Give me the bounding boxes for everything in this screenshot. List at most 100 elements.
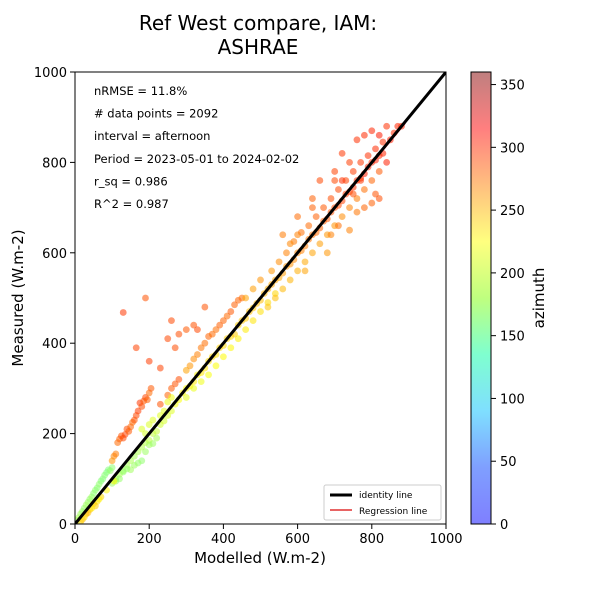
chart-title-line2: ASHRAE	[218, 35, 299, 59]
colorbar-tick-label-1: 50	[500, 455, 517, 470]
scatter-point-146	[249, 317, 257, 324]
scatter-point-183	[275, 258, 283, 266]
colorbar-ticks: 0 50 100 150 200 250 300 350	[491, 79, 525, 533]
scatter-point-232	[360, 204, 368, 212]
scatter-point-49	[147, 385, 155, 392]
scatter-point-187	[305, 222, 313, 230]
scatter-point-240	[294, 231, 301, 239]
scatter-point-125	[145, 357, 153, 365]
y-tick-label-1: 200	[42, 428, 67, 443]
scatter-point-237	[249, 285, 257, 293]
scatter-point-132	[119, 309, 127, 316]
legend-identity-label: identity line	[359, 491, 413, 501]
colorbar-tick-label-0: 0	[500, 518, 508, 533]
scatter-point-217	[316, 177, 324, 184]
scatter-point-233	[368, 199, 376, 207]
scatter-point-112	[216, 321, 224, 329]
identity-line	[75, 72, 446, 524]
scatter-point-197	[379, 138, 387, 146]
scatter-point-111	[212, 326, 220, 334]
scatter-point-135	[156, 364, 164, 372]
scatter-point-72	[149, 440, 157, 447]
scatter-point-257	[164, 398, 172, 406]
scatter-point-236	[257, 276, 264, 284]
scatter-point-113	[220, 317, 227, 324]
scatter-point-190	[327, 195, 335, 202]
scatter-point-106	[194, 351, 201, 358]
legend-box	[323, 484, 442, 521]
y-tick-label-3: 600	[42, 247, 67, 262]
scatter-point-108	[201, 339, 209, 347]
scatter-point-122	[175, 375, 183, 383]
scatter-point-194	[357, 159, 365, 166]
scatter-point-131	[201, 303, 209, 311]
scatter-point-213	[375, 168, 383, 175]
scatter-point-70	[142, 448, 149, 456]
plot-area-frame	[74, 71, 447, 525]
scatter-point-136	[171, 344, 179, 352]
scatter-point-182	[268, 267, 276, 275]
scatter-point-239	[286, 240, 294, 248]
scatter-point-104	[186, 362, 194, 370]
x-axis-ticks: 0 200 400 600 800 1000	[71, 524, 463, 547]
scatter-point-128	[182, 326, 190, 334]
scatter-point-251	[375, 131, 383, 139]
chart-title-line1: Ref West compare, IAM:	[139, 11, 377, 35]
legend: identity line Regression line	[323, 484, 442, 521]
scatter-point-137	[182, 394, 190, 401]
x-tick-label-1: 200	[137, 532, 162, 547]
y-axis-label: Measured (W.m-2)	[9, 229, 27, 366]
scatter-point-191	[335, 186, 342, 193]
scatter-point-258	[168, 394, 175, 401]
scatter-point-218	[331, 168, 339, 175]
scatter-point-44	[138, 403, 146, 410]
scatter-point-219	[338, 149, 346, 157]
scatter-point-121	[171, 380, 179, 388]
scatter-point-253	[149, 416, 157, 424]
scatter-point-241	[309, 204, 316, 212]
annotation-5: R^2 = 0.987	[94, 197, 169, 211]
scatter-point-147	[257, 308, 264, 315]
fit-lines	[75, 72, 446, 524]
annotation-4: r_sq = 0.986	[94, 174, 168, 188]
scatter-point-73	[153, 434, 161, 442]
scatter-point-189	[320, 204, 327, 212]
scatter-point-202	[294, 267, 301, 275]
x-tick-label-5: 1000	[429, 532, 462, 547]
scatter-point-140	[205, 371, 212, 379]
y-axis-ticks: 0 200 400 600 800 1000	[34, 66, 75, 533]
scatter-point-110	[208, 330, 216, 338]
scatter-point-246	[335, 222, 342, 230]
colorbar-tick-label-3: 150	[500, 330, 525, 345]
scatter-point-208	[338, 213, 346, 221]
x-tick-label-3: 600	[285, 532, 310, 547]
scatter-point-243	[346, 159, 353, 166]
scatter-point-242	[331, 177, 339, 184]
scatter-point-42	[134, 407, 142, 415]
y-tick-label-0: 0	[59, 518, 67, 533]
scatter-point-76	[123, 465, 131, 473]
stats-annotations: nRMSE = 11.8% # data points = 2092 interva…	[94, 84, 299, 211]
annotation-3: Period = 2023-05-01 to 2024-02-02	[94, 152, 299, 166]
scatter-point-145	[242, 326, 250, 334]
scatter-point-212	[368, 177, 376, 184]
scatter-point-244	[338, 177, 346, 184]
scatter-point-127	[175, 330, 183, 338]
scatter-point-222	[368, 127, 376, 135]
x-tick-label-4: 800	[359, 532, 384, 547]
x-tick-label-2: 400	[211, 532, 236, 547]
colorbar-tick-label-6: 300	[500, 141, 525, 156]
scatter-point-124	[168, 317, 175, 324]
scatter-point-209	[346, 204, 353, 212]
scatter-point-134	[142, 294, 149, 302]
scatter-point-214	[279, 231, 287, 239]
scatter-point-103	[182, 366, 190, 374]
scatter-point-141	[212, 362, 220, 370]
y-tick-label-4: 800	[42, 156, 67, 171]
scatter-point-247	[349, 190, 357, 198]
scatter-point-188	[312, 213, 320, 221]
scatter-point-30	[112, 450, 120, 458]
scatter-point-216	[309, 195, 316, 202]
x-tick-label-0: 0	[71, 532, 79, 547]
